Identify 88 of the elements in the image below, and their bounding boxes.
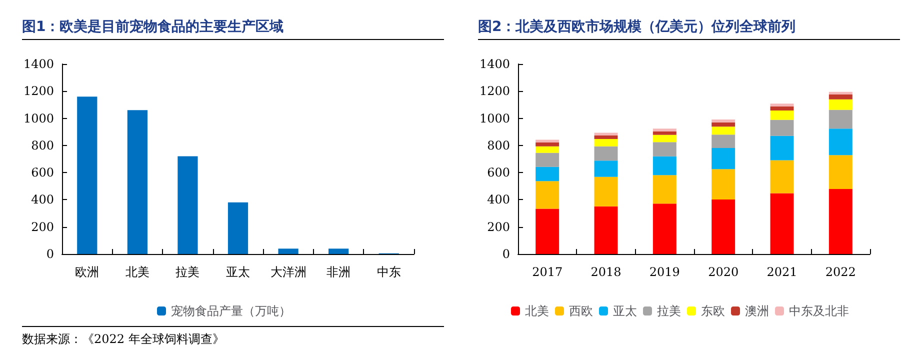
x-tick-label: 亚太 — [226, 265, 250, 279]
y-tick-label: 800 — [487, 138, 510, 152]
bar — [328, 248, 349, 254]
y-tick-label: 1000 — [479, 111, 510, 126]
bar — [594, 132, 618, 136]
legend-label: 东欧 — [701, 304, 725, 318]
bar — [127, 110, 148, 254]
bar — [828, 128, 852, 156]
bar — [536, 152, 560, 167]
bar — [770, 136, 794, 160]
bar — [828, 92, 852, 95]
y-tick-label: 1400 — [479, 57, 510, 71]
bar — [652, 204, 676, 254]
bar — [536, 140, 560, 142]
x-tick-label: 拉美 — [176, 265, 200, 279]
bar — [594, 176, 618, 206]
bar — [828, 110, 852, 129]
bar — [828, 99, 852, 110]
y-tick-label: 200 — [31, 220, 54, 234]
y-tick-label: 1000 — [23, 111, 54, 126]
bar — [594, 146, 618, 161]
bar — [712, 122, 736, 127]
bar — [712, 148, 736, 170]
bar — [536, 142, 560, 146]
legend-label: 宠物食品产量（万吨） — [171, 304, 291, 318]
bar — [712, 199, 736, 254]
bar — [536, 181, 560, 209]
x-tick-label: 2022 — [825, 265, 856, 279]
x-tick-label: 2021 — [766, 265, 798, 279]
legend-label: 西欧 — [569, 304, 593, 318]
bar — [652, 175, 676, 204]
x-tick-label: 大洋洲 — [270, 265, 306, 279]
bar — [712, 120, 736, 122]
bar — [828, 94, 852, 100]
x-tick-label: 中东 — [376, 265, 401, 279]
y-tick-label: 0 — [46, 247, 54, 261]
bar — [652, 131, 676, 135]
chart-title: 图1：欧美是目前宠物食品的主要生产区域 — [22, 18, 444, 40]
legend-label: 拉美 — [657, 304, 681, 318]
bar — [712, 126, 736, 135]
bar — [536, 166, 560, 182]
y-tick-label: 200 — [487, 220, 510, 234]
bar — [770, 193, 794, 254]
bar — [770, 120, 794, 136]
y-tick-label: 1200 — [23, 84, 54, 98]
bar — [652, 128, 676, 132]
bar — [594, 206, 618, 254]
x-tick-label: 2019 — [649, 265, 680, 279]
legend-label: 北美 — [525, 304, 549, 318]
bar — [770, 160, 794, 194]
bar — [228, 202, 248, 254]
bar — [712, 134, 736, 148]
x-tick-label: 北美 — [125, 265, 150, 279]
bar — [536, 146, 560, 153]
bar — [178, 156, 198, 254]
bar — [770, 110, 794, 120]
x-tick-label: 2020 — [708, 265, 739, 279]
bar — [652, 134, 676, 142]
y-tick-label: 800 — [31, 138, 54, 152]
y-tick-label: 0 — [502, 247, 510, 261]
legend-label: 亚太 — [613, 304, 637, 318]
x-tick-label: 非洲 — [326, 265, 351, 279]
source-note: 数据来源：《2022 年全球饲料调查》 — [22, 326, 444, 348]
y-tick-label: 400 — [31, 192, 54, 207]
bar — [828, 155, 852, 189]
x-tick-label: 2017 — [532, 265, 563, 279]
bar — [77, 96, 98, 254]
legend-label: 澳洲 — [745, 304, 769, 318]
bar — [594, 136, 618, 140]
bar — [278, 248, 298, 254]
bar — [712, 169, 736, 200]
bar — [770, 106, 794, 111]
y-tick-label: 1400 — [23, 57, 54, 71]
y-tick-label: 1200 — [479, 84, 510, 98]
bar — [652, 142, 676, 156]
bar — [652, 156, 676, 176]
legend-label: 中东及北非 — [789, 304, 849, 318]
chart-title: 图2：北美及西欧市场规模（亿美元）位列全球前列 — [478, 18, 900, 40]
bar — [594, 139, 618, 146]
y-tick-label: 600 — [487, 166, 510, 180]
bar — [594, 160, 618, 177]
bar — [828, 188, 852, 254]
bar — [770, 104, 794, 106]
x-tick-label: 欧洲 — [75, 265, 100, 279]
x-tick-label: 2018 — [590, 265, 622, 279]
y-tick-label: 400 — [487, 192, 510, 207]
y-tick-label: 600 — [31, 166, 54, 180]
bar — [536, 208, 560, 254]
